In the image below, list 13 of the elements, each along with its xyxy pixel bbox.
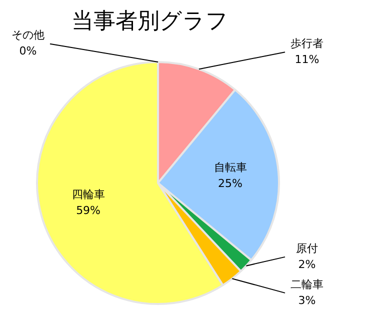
- text: 0%: [19, 44, 37, 58]
- slice-label: 歩行者: [290, 36, 324, 50]
- data-label: 11%: [294, 52, 320, 66]
- data-label: 2%: [298, 258, 316, 271]
- slice-label: 自転車: [214, 161, 247, 174]
- data-label: 25%: [218, 177, 243, 190]
- category-label: その他: [12, 28, 44, 42]
- data-label: 3%: [298, 294, 316, 307]
- slice-label: 原付: [296, 242, 318, 255]
- chart-title: 当事者別グラフ: [72, 9, 228, 34]
- data-label: 59%: [76, 204, 101, 218]
- slice-label: 四輪車: [72, 188, 105, 202]
- slice-label: 二輪車: [290, 278, 324, 291]
